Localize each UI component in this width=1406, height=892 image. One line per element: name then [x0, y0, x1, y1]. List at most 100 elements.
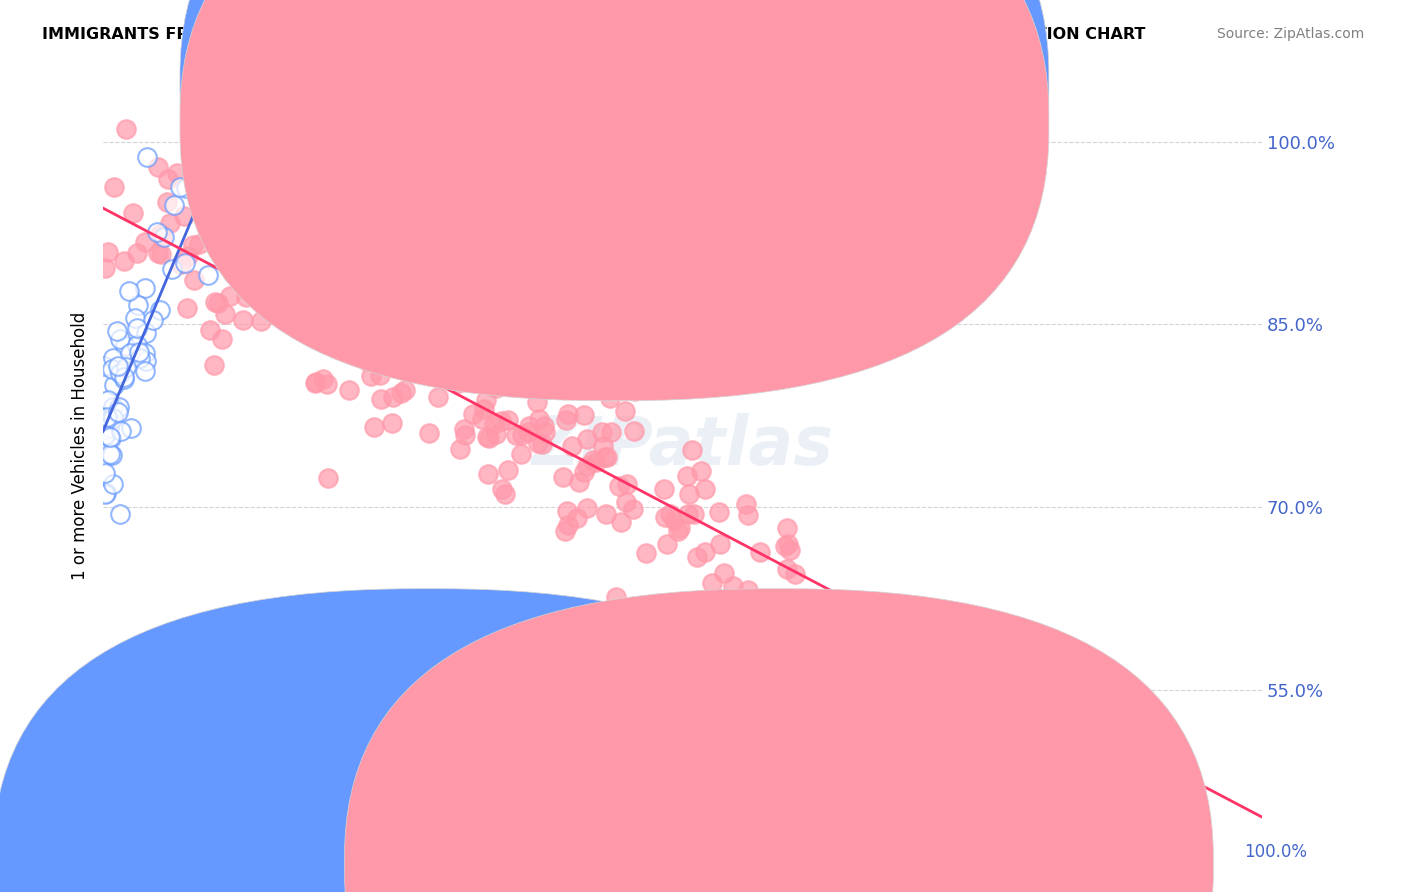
- Point: [198, 323, 221, 337]
- Point: [112, 371, 135, 385]
- Point: [575, 432, 598, 446]
- Point: [551, 469, 574, 483]
- Point: [339, 383, 361, 397]
- Point: [664, 513, 686, 527]
- Point: [391, 245, 413, 260]
- Text: Blacks/African Americans: Blacks/African Americans: [780, 847, 991, 865]
- Point: [485, 427, 508, 442]
- Point: [305, 375, 328, 389]
- Point: [561, 439, 583, 453]
- Point: [396, 287, 419, 301]
- Point: [576, 500, 599, 515]
- Point: [449, 442, 471, 456]
- Point: [98, 447, 121, 461]
- Point: [250, 314, 273, 328]
- Point: [150, 229, 173, 244]
- Point: [233, 234, 256, 248]
- Point: [735, 497, 758, 511]
- Point: [489, 414, 512, 428]
- Point: [340, 297, 363, 311]
- Point: [118, 284, 141, 298]
- Point: [411, 295, 433, 310]
- Point: [146, 246, 169, 260]
- Point: [591, 425, 613, 439]
- Point: [197, 268, 219, 282]
- Point: [326, 311, 349, 326]
- Point: [330, 274, 353, 288]
- Point: [100, 431, 122, 445]
- Point: [236, 239, 259, 253]
- Point: [426, 390, 449, 404]
- Point: [226, 237, 249, 252]
- Point: [505, 428, 527, 442]
- Point: [114, 339, 136, 353]
- Point: [778, 537, 800, 551]
- Point: [748, 545, 770, 559]
- Point: [328, 336, 350, 351]
- Point: [477, 431, 499, 445]
- Text: ZIPatlas: ZIPatlas: [531, 413, 834, 479]
- Point: [394, 383, 416, 397]
- Point: [557, 517, 579, 532]
- Point: [186, 143, 208, 157]
- Point: [262, 293, 284, 308]
- Point: [668, 521, 690, 535]
- Point: [526, 395, 548, 409]
- Point: [214, 307, 236, 321]
- Point: [114, 122, 136, 136]
- Point: [174, 180, 197, 194]
- Point: [555, 503, 578, 517]
- Point: [101, 448, 124, 462]
- Point: [709, 537, 731, 551]
- Point: [363, 420, 385, 434]
- Point: [565, 511, 588, 525]
- Point: [125, 245, 148, 260]
- Point: [94, 427, 117, 442]
- Point: [636, 546, 658, 560]
- Point: [122, 206, 145, 220]
- Point: [149, 302, 172, 317]
- Point: [94, 467, 117, 481]
- Point: [112, 254, 135, 268]
- Point: [382, 390, 405, 404]
- Text: 100.0%: 100.0%: [1244, 843, 1308, 861]
- Point: [110, 507, 132, 521]
- Point: [418, 425, 440, 440]
- Point: [713, 566, 735, 581]
- Point: [183, 273, 205, 287]
- Point: [219, 289, 242, 303]
- Point: [595, 450, 617, 464]
- Point: [142, 313, 165, 327]
- Point: [682, 507, 704, 521]
- Point: [364, 332, 387, 346]
- Point: [695, 544, 717, 558]
- Point: [298, 270, 321, 285]
- Point: [134, 235, 156, 249]
- Point: [686, 549, 709, 564]
- Point: [127, 321, 149, 335]
- Point: [174, 256, 197, 270]
- Point: [471, 412, 494, 426]
- Point: [568, 475, 591, 490]
- Point: [98, 420, 121, 434]
- Point: [526, 435, 548, 450]
- Point: [259, 224, 281, 238]
- Point: [614, 404, 637, 418]
- Point: [118, 346, 141, 360]
- Point: [159, 216, 181, 230]
- Point: [127, 298, 149, 312]
- Point: [134, 346, 156, 360]
- Point: [461, 407, 484, 421]
- Point: [330, 301, 353, 315]
- Point: [779, 543, 801, 558]
- Point: [103, 180, 125, 194]
- Point: [316, 377, 339, 392]
- Point: [616, 477, 638, 491]
- Point: [740, 628, 762, 642]
- Point: [496, 413, 519, 427]
- Point: [477, 467, 499, 481]
- Point: [607, 478, 630, 492]
- Point: [666, 524, 689, 539]
- Point: [94, 487, 117, 501]
- Point: [207, 296, 229, 310]
